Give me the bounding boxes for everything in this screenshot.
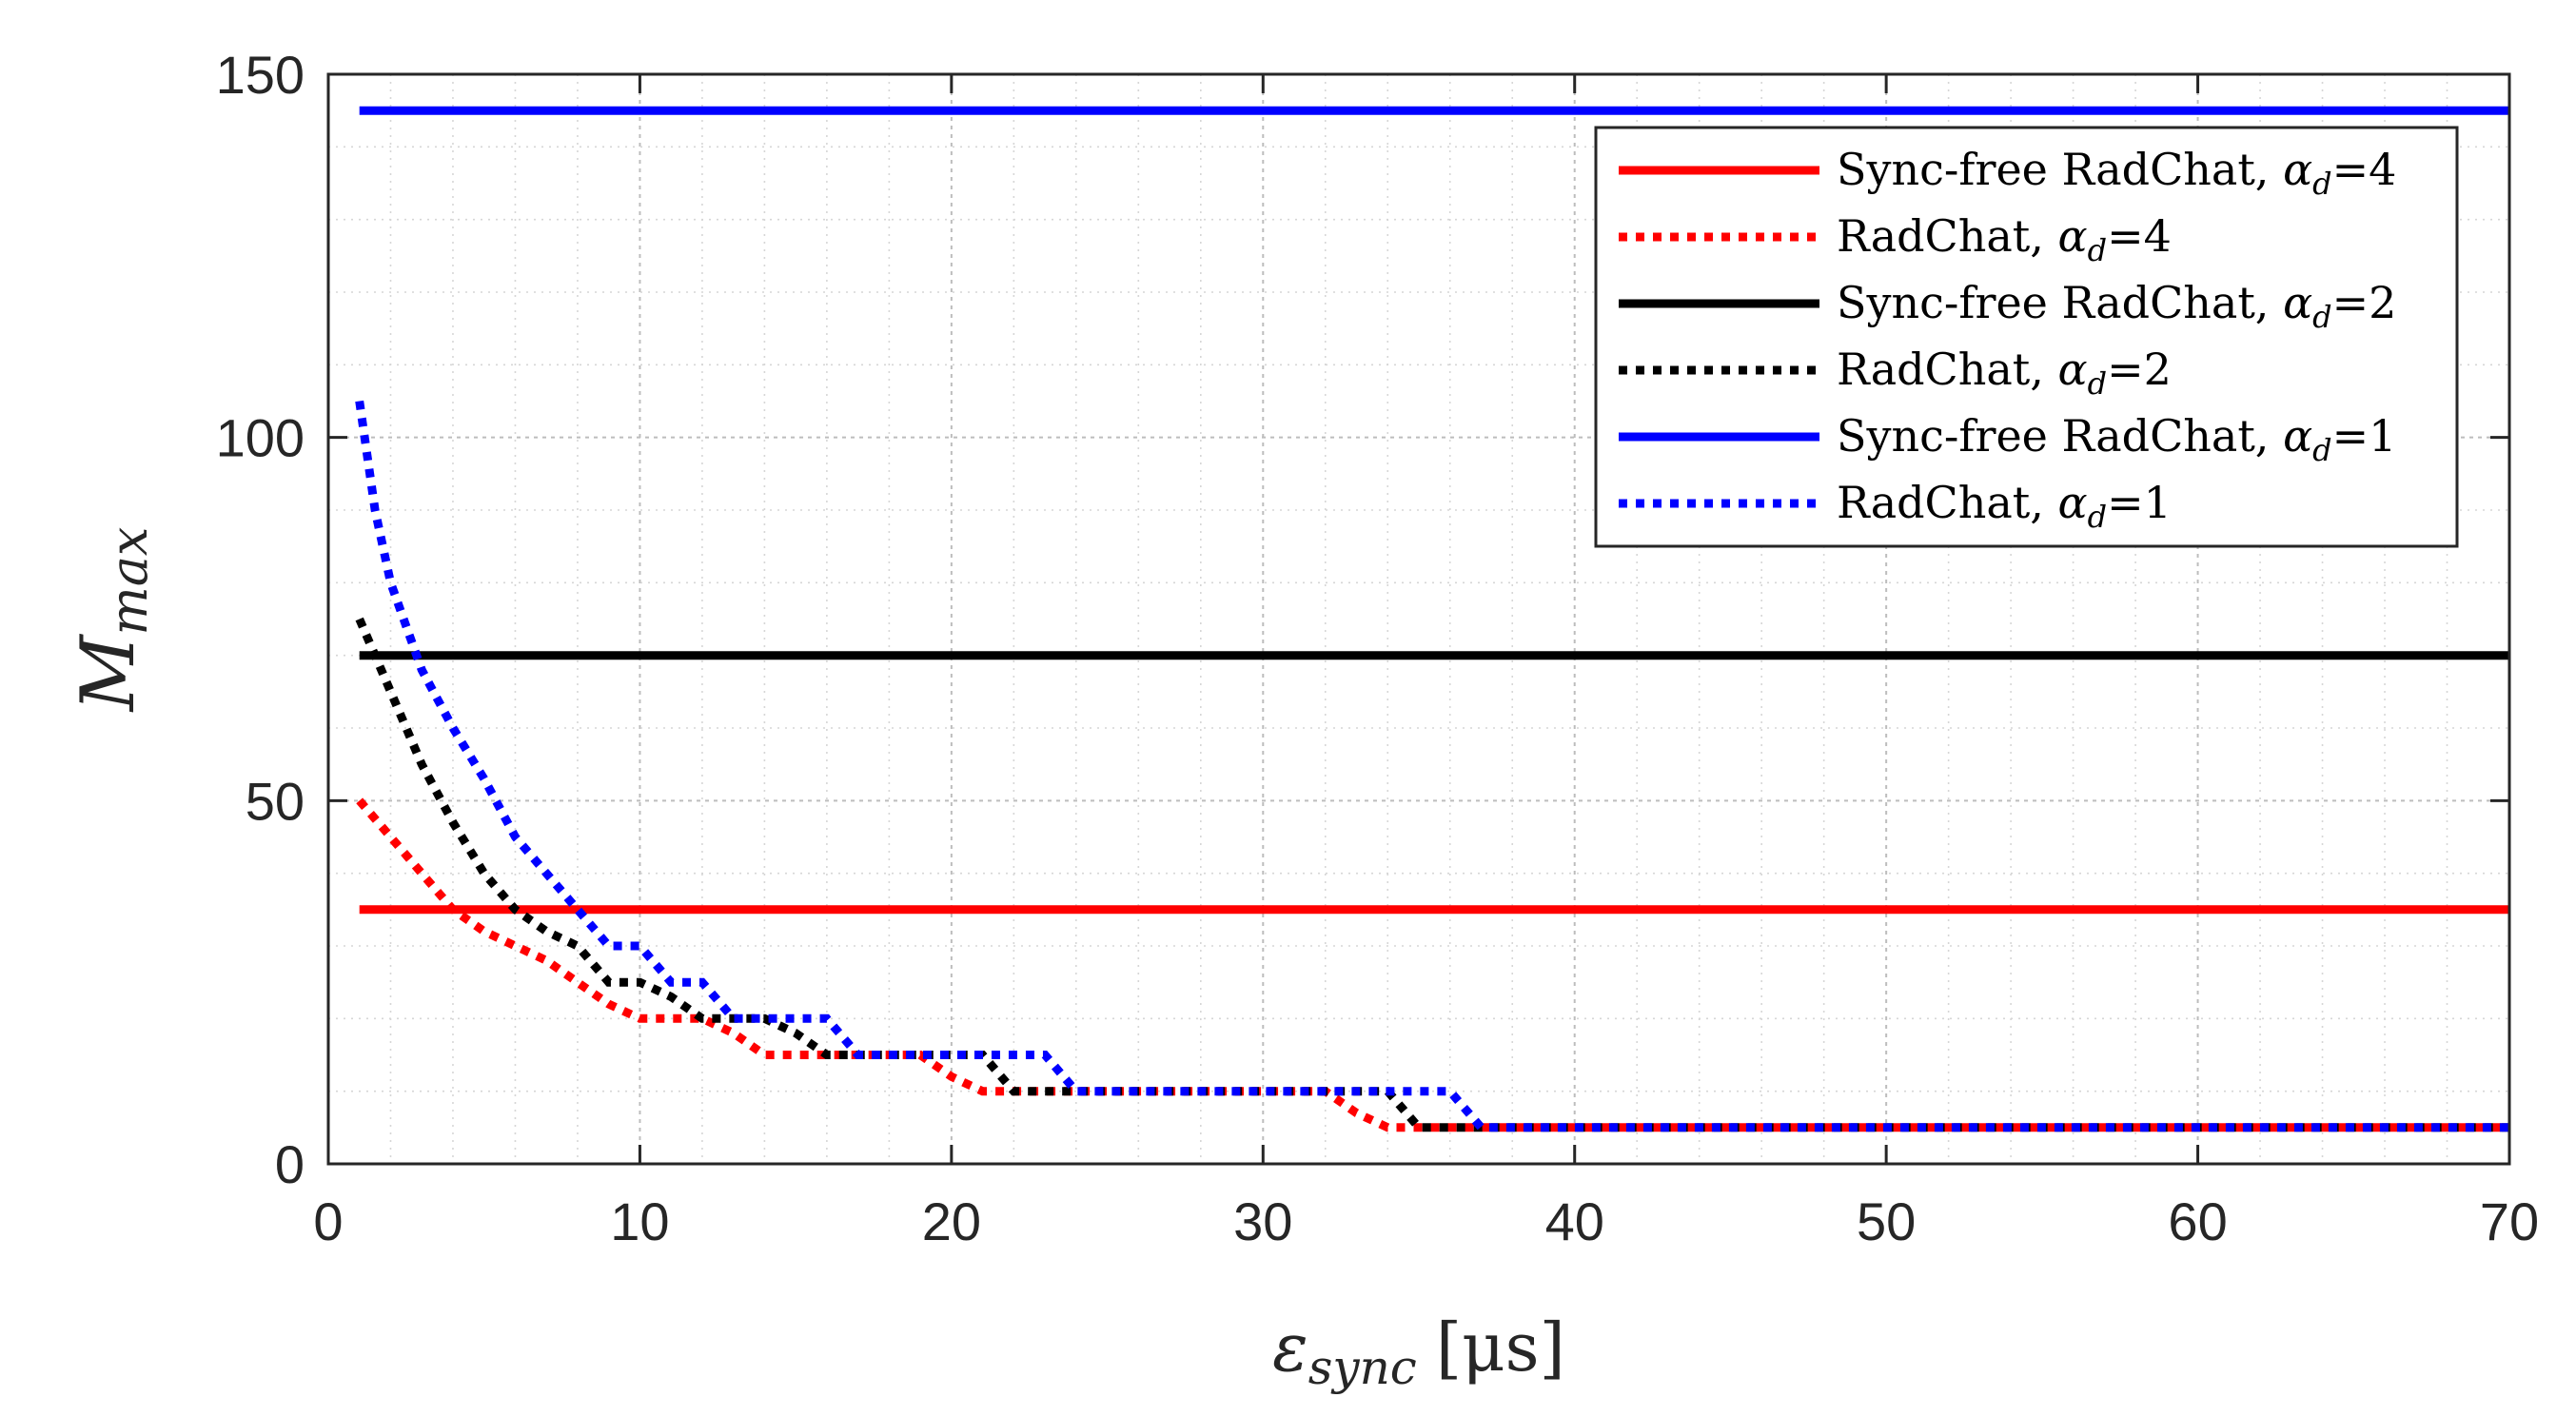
series-line-2 [356,797,2509,1132]
legend-box [1594,126,2459,548]
legend-label-5: Sync-free RadChat, αd=1 [1837,410,2396,468]
y-tick-label: 100 [216,408,305,468]
legend-label-4: RadChat, αd=2 [1837,344,2172,402]
ticks: 0 10 20 30 40 50 60 70 0 50 100 150 [216,45,2540,1251]
x-tick-label: 20 [922,1191,981,1251]
y-axis-label-main: M [66,633,151,713]
x-axis-label-unit: [μs] [1436,1309,1565,1387]
legend: Sync-free RadChat, αd=4 RadChat, αd=4 Sync… [1594,126,2459,548]
y-tick-label: 150 [216,45,305,105]
y-axis-label: Mmax [66,527,159,714]
x-tick-label: 10 [610,1191,669,1251]
y-tick-label: 50 [246,771,305,831]
x-tick-label: 70 [2480,1191,2539,1251]
legend-label-1: Sync-free RadChat, αd=4 [1837,144,2396,202]
plot-frame [326,72,2511,1166]
y-axis-label-sub: max [99,527,159,636]
series-layer [355,106,2509,1132]
x-axis-label-main: ε [1272,1309,1308,1387]
x-tick-label: 40 [1545,1191,1604,1251]
x-tick-label: 30 [1233,1191,1292,1251]
x-tick-label: 60 [2168,1191,2227,1251]
series-line-6 [355,400,2509,1132]
legend-label-3: Sync-free RadChat, αd=2 [1837,277,2396,335]
x-tick-label: 0 [313,1191,343,1251]
x-axis-label: εsync [μs] [1272,1309,1565,1395]
y-tick-label: 0 [275,1134,305,1194]
legend-label-6: RadChat, αd=1 [1837,477,2172,535]
x-axis-label-sub: sync [1308,1340,1417,1395]
svg-text:Mmax: Mmax [66,527,159,714]
x-tick-label: 50 [1857,1191,1916,1251]
legend-label-2: RadChat, αd=4 [1837,210,2172,268]
